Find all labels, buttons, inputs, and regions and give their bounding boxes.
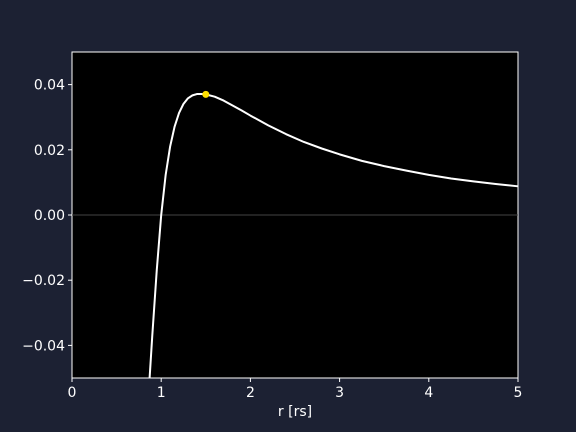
y-tick-label: 0.00 [34, 208, 65, 224]
x-tick-label: 3 [335, 385, 344, 401]
x-tick-label: 0 [68, 385, 77, 401]
x-axis: 0 1 2 3 4 5 [68, 378, 523, 401]
x-tick-label: 1 [157, 385, 166, 401]
y-axis: −0.04 −0.02 0.00 0.02 0.04 [22, 78, 72, 354]
x-tick-label: 2 [246, 385, 255, 401]
x-tick-label: 5 [514, 385, 523, 401]
series-line-0 [148, 93, 519, 379]
peak-marker-0 [202, 90, 210, 98]
y-tick-label: 0.02 [34, 143, 65, 159]
curve-group [148, 93, 519, 379]
x-axis-label: r [rs] [278, 404, 312, 420]
y-tick-label: −0.04 [22, 338, 65, 354]
marker-group [202, 90, 210, 98]
y-tick-label: −0.02 [22, 273, 65, 289]
x-tick-label: 4 [424, 385, 433, 401]
y-tick-label: 0.04 [34, 78, 65, 94]
